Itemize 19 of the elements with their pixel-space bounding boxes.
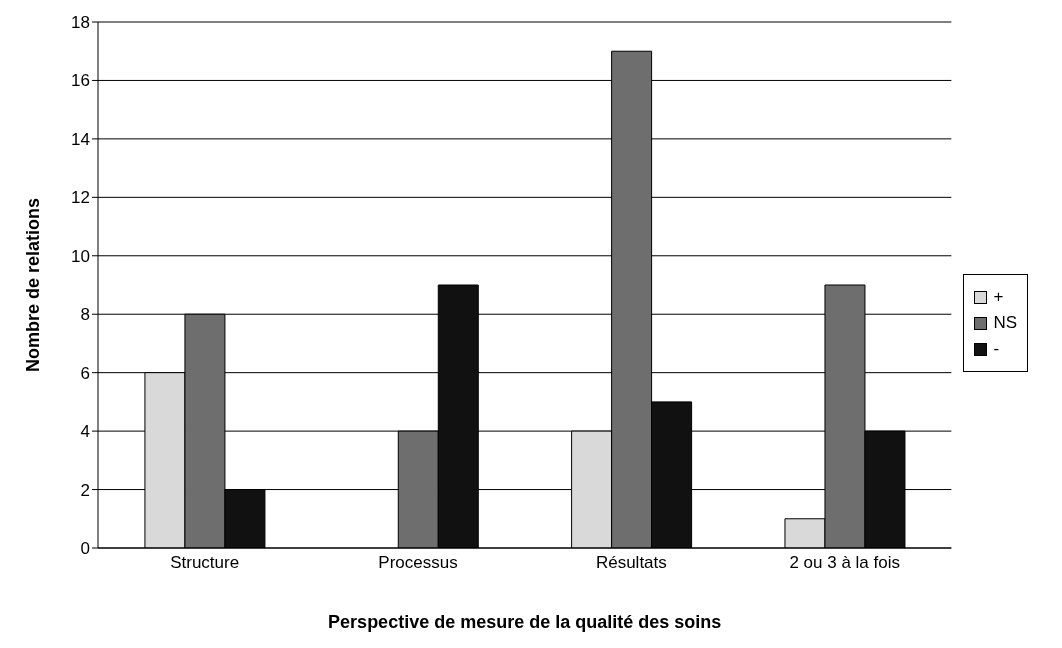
y-tick-label: 14 [71,129,90,149]
x-axis-title: Perspective de mesure de la qualité des soins [328,612,722,632]
y-tick-label: 6 [80,363,90,383]
x-tick-label: Processus [378,553,458,573]
y-tick-label: 8 [80,305,90,325]
x-tick-label: Structure [170,553,240,573]
y-tick-label: 12 [71,188,90,208]
y-tick-label: 16 [71,71,90,91]
y-tick-label: 10 [71,246,90,266]
y-tick-label: 2 [80,480,90,500]
legend-label: - [993,339,1000,359]
legend-label: NS [993,313,1017,333]
legend-label: + [993,287,1004,307]
x-tick-label: 2 ou 3 à la fois [789,553,900,573]
y-tick-label: 4 [80,422,90,442]
x-tick-label: Résultats [595,553,667,573]
y-axis-title: Nombre de relations [23,197,44,373]
y-tick-label: 0 [80,539,90,559]
y-tick-label: 18 [71,13,90,33]
